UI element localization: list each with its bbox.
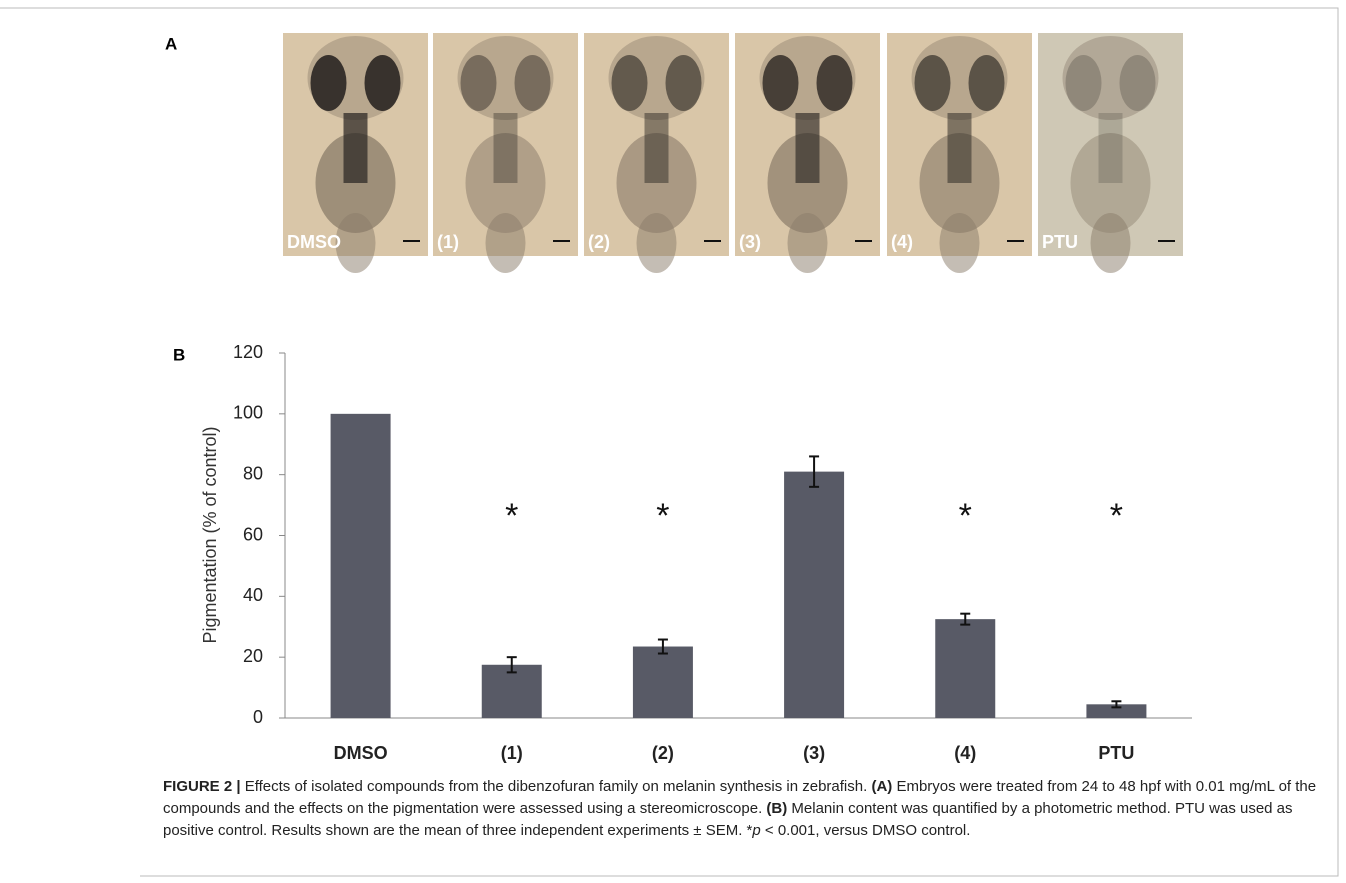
image-label: (1)	[437, 232, 459, 252]
significance-marker: *	[505, 497, 518, 535]
caption: FIGURE 2 | Effects of isolated compounds…	[163, 776, 1323, 842]
eye	[1066, 55, 1102, 111]
pigment	[1099, 113, 1123, 183]
significance-marker: *	[1110, 497, 1123, 535]
x-tick-label: (3)	[803, 743, 825, 763]
image-label: (4)	[891, 232, 913, 252]
y-tick-label: 60	[243, 524, 263, 544]
y-axis-label: Pigmentation (% of control)	[200, 426, 220, 643]
body	[788, 213, 828, 273]
x-tick-label: DMSO	[334, 743, 388, 763]
micrograph: DMSO	[283, 33, 428, 273]
eye	[666, 55, 702, 111]
body	[486, 213, 526, 273]
bar	[784, 472, 844, 718]
caption-text: < 0.001, versus DMSO control.	[765, 822, 971, 839]
significance-marker: *	[656, 497, 669, 535]
significance-marker: *	[959, 497, 972, 535]
caption-text: p	[752, 822, 760, 839]
caption-text: Effects of isolated compounds from the d…	[245, 778, 868, 795]
x-tick-label: (2)	[652, 743, 674, 763]
bar	[331, 414, 391, 718]
pigment	[645, 113, 669, 183]
x-tick-label: PTU	[1098, 743, 1134, 763]
body	[940, 213, 980, 273]
y-tick-label: 20	[243, 646, 263, 666]
panel-label: A	[165, 34, 177, 53]
x-tick-label: (4)	[954, 743, 976, 763]
eye	[915, 55, 951, 111]
y-tick-label: 0	[253, 707, 263, 727]
eye	[969, 55, 1005, 111]
eye	[311, 55, 347, 111]
body	[637, 213, 677, 273]
pigment	[494, 113, 518, 183]
pigment	[344, 113, 368, 183]
caption-panel: (A)	[871, 778, 892, 795]
eye	[612, 55, 648, 111]
image-label: DMSO	[287, 232, 341, 252]
image-label: (2)	[588, 232, 610, 252]
micrograph: PTU	[1038, 33, 1183, 273]
eye	[365, 55, 401, 111]
micrograph: (1)	[433, 33, 578, 273]
bar	[633, 647, 693, 718]
image-label: (3)	[739, 232, 761, 252]
body	[1091, 213, 1131, 273]
pigment	[948, 113, 972, 183]
panel-label: B	[173, 345, 185, 364]
eye	[461, 55, 497, 111]
figure: A B Pigmentation (% of control) DMSO (1) (…	[0, 0, 1346, 883]
eye	[817, 55, 853, 111]
micrograph: (2)	[584, 33, 729, 273]
micrograph: (3)	[735, 33, 880, 273]
figure-label: FIGURE 2 |	[163, 778, 241, 795]
y-tick-label: 80	[243, 463, 263, 483]
pigment	[796, 113, 820, 183]
caption-panel: (B)	[766, 800, 787, 817]
bar	[935, 619, 995, 718]
eye	[1120, 55, 1156, 111]
y-tick-label: 120	[233, 342, 263, 362]
micrograph: (4)	[887, 33, 1032, 273]
image-label: PTU	[1042, 232, 1078, 252]
y-tick-label: 40	[243, 585, 263, 605]
page: A B Pigmentation (% of control) DMSO (1) (…	[0, 0, 1346, 883]
eye	[763, 55, 799, 111]
eye	[515, 55, 551, 111]
body	[336, 213, 376, 273]
x-tick-label: (1)	[501, 743, 523, 763]
y-tick-label: 100	[233, 403, 263, 423]
